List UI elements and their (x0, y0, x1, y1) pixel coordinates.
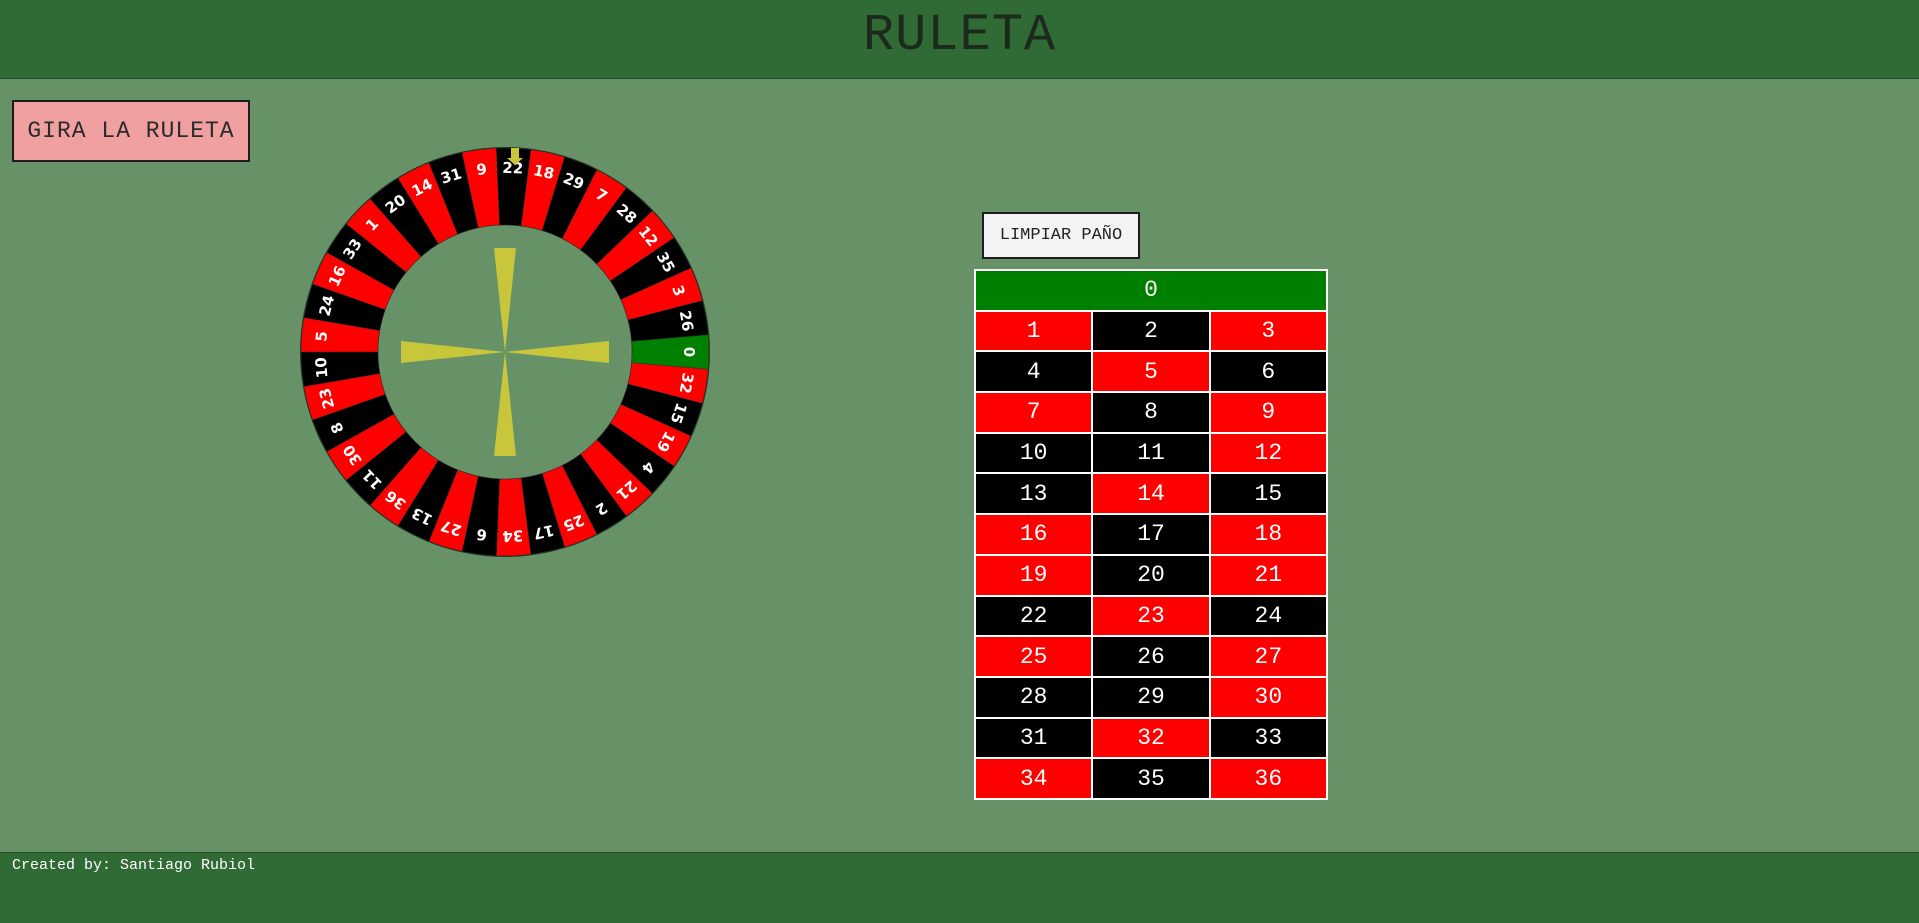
wheel-number-6: 6 (475, 525, 488, 544)
wheel-spoke-3 (505, 341, 609, 363)
board-cell-34[interactable]: 34 (976, 759, 1092, 798)
clear-board-button[interactable]: LIMPIAR PAÑO (982, 212, 1140, 259)
board-cell-3[interactable]: 3 (1210, 311, 1326, 351)
wheel-number-9: 9 (475, 160, 488, 179)
wheel-number-26: 26 (676, 309, 697, 333)
wheel-spoke-2 (494, 352, 516, 456)
board-cell-33[interactable]: 33 (1210, 718, 1326, 758)
board-cell-13[interactable]: 13 (976, 474, 1092, 514)
board-cell-1[interactable]: 1 (976, 311, 1092, 351)
board-cell-18[interactable]: 18 (1210, 515, 1326, 554)
wheel-number-0: 0 (680, 347, 698, 357)
board-cell-26[interactable]: 26 (1093, 637, 1209, 676)
board-cell-36[interactable]: 36 (1210, 759, 1326, 798)
page-title: RULETA (862, 6, 1057, 65)
board-cell-22[interactable]: 22 (976, 596, 1092, 636)
wheel-number-15: 15 (667, 400, 691, 426)
board-cell-31[interactable]: 31 (976, 718, 1092, 758)
wheel-number-34: 34 (502, 526, 524, 545)
betting-board: 0 1 2 3 4 5 6 7 8 9 10 11 12 13 14 15 16 17 18 19 20 21 22 23 24… (974, 269, 1328, 800)
board-cell-32[interactable]: 32 (1093, 718, 1209, 758)
wheel-number-23: 23 (316, 386, 339, 411)
board-cell-17[interactable]: 17 (1093, 515, 1209, 554)
wheel-pointer-arrow (507, 148, 523, 165)
board-cell-29[interactable]: 29 (1093, 677, 1209, 717)
wheel-number-31: 31 (439, 164, 464, 187)
footer-bar: Created by: Santiago Rubiol (0, 852, 1919, 923)
wheel-spoke-4 (401, 341, 505, 363)
header-bar: RULETA (0, 0, 1919, 79)
board-cell-27[interactable]: 27 (1210, 637, 1326, 676)
board-cell-7[interactable]: 7 (976, 393, 1092, 432)
board-cell-5[interactable]: 5 (1093, 352, 1209, 392)
author-credit: Created by: Santiago Rubiol (12, 857, 256, 874)
board-cell-10[interactable]: 10 (976, 433, 1092, 473)
board-cell-9[interactable]: 9 (1210, 393, 1326, 432)
board-cell-25[interactable]: 25 (976, 637, 1092, 676)
board-cell-28[interactable]: 28 (976, 677, 1092, 717)
wheel-number-10: 10 (312, 356, 332, 378)
board-cell-15[interactable]: 15 (1210, 474, 1326, 514)
board-cell-35[interactable]: 35 (1093, 759, 1209, 798)
board-cell-16[interactable]: 16 (976, 515, 1092, 554)
board-cell-4[interactable]: 4 (976, 352, 1092, 392)
board-cell-12[interactable]: 12 (1210, 433, 1326, 473)
wheel-number-5: 5 (312, 330, 331, 342)
board-cell-21[interactable]: 21 (1210, 555, 1326, 595)
board-cell-6[interactable]: 6 (1210, 352, 1326, 392)
board-cell-20[interactable]: 20 (1093, 555, 1209, 595)
board-cell-14[interactable]: 14 (1093, 474, 1209, 514)
board-cell-23[interactable]: 23 (1093, 596, 1209, 636)
wheel-number-18: 18 (532, 161, 556, 183)
wheel-number-17: 17 (532, 521, 556, 543)
wheel-number-32: 32 (676, 371, 697, 395)
wheel-spoke-1 (494, 248, 516, 352)
board-cell-11[interactable]: 11 (1093, 433, 1209, 473)
board-cell-19[interactable]: 19 (976, 555, 1092, 595)
board-cell-2[interactable]: 2 (1093, 311, 1209, 351)
wheel-number-27: 27 (439, 516, 464, 539)
board-cell-8[interactable]: 8 (1093, 393, 1209, 432)
board-cell-30[interactable]: 30 (1210, 677, 1326, 717)
board-cell-zero[interactable]: 0 (976, 271, 1326, 310)
spin-wheel-button[interactable]: GIRA LA RULETA (12, 100, 250, 162)
wheel-number-22: 22 (502, 159, 524, 178)
board-cell-24[interactable]: 24 (1210, 596, 1326, 636)
roulette-wheel: 0321519421225173462713361130823105241633… (300, 147, 710, 557)
wheel-number-24: 24 (316, 293, 339, 318)
